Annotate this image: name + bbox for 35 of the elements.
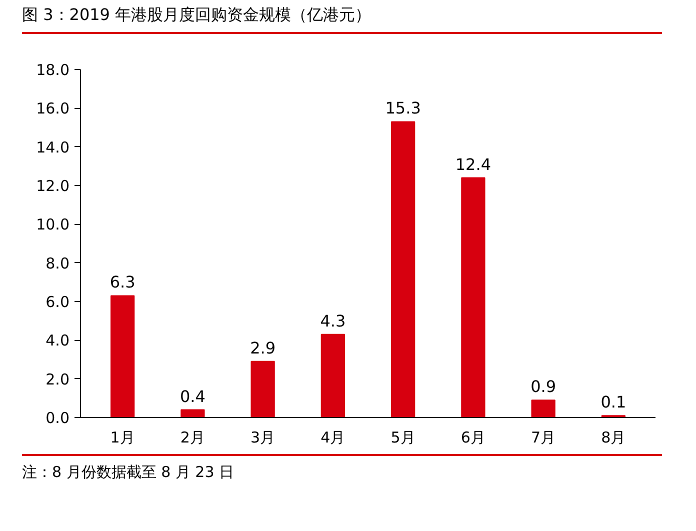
x-tick-label: 5月 — [390, 428, 416, 446]
x-tick-label: 4月 — [320, 428, 346, 446]
y-tick-label: 6.0 — [46, 293, 70, 311]
bar — [461, 177, 486, 418]
bar — [531, 400, 556, 418]
bar — [320, 334, 346, 418]
bar — [110, 295, 135, 418]
text: 注：8 月份数据截至 8 月 23 日 — [22, 462, 234, 483]
x-tick-label: 6月 — [460, 428, 486, 446]
data-label: 4.3 — [320, 311, 346, 330]
y-tick-label: 4.0 — [46, 332, 70, 350]
bar — [390, 121, 416, 418]
y-tick-label: 0.0 — [46, 409, 70, 427]
bar — [180, 409, 205, 418]
y-tick-label: 16.0 — [36, 100, 70, 118]
x-tick-label: 8月 — [601, 428, 626, 446]
data-label: 12.4 — [455, 154, 491, 174]
data-label: 2.9 — [250, 338, 276, 358]
x-tick-label: 7月 — [531, 428, 556, 446]
data-label: 0.4 — [180, 386, 206, 406]
x-tick-label: 2月 — [180, 428, 205, 446]
y-tick-label: 12.0 — [36, 177, 70, 195]
y-tick-label: 2.0 — [46, 370, 70, 388]
data-label: 6.3 — [110, 272, 136, 292]
y-tick-label: 14.0 — [36, 138, 70, 156]
y-tick-label: 18.0 — [36, 61, 70, 79]
x-tick-label: 1月 — [110, 428, 135, 446]
data-label: 15.3 — [385, 98, 421, 118]
y-tick-label: 8.0 — [46, 254, 70, 272]
x-tick-label: 3月 — [250, 428, 276, 446]
bar — [250, 360, 275, 418]
data-label: 0.9 — [530, 377, 556, 396]
data-label: 0.1 — [600, 392, 626, 412]
chart-title: 图 3：2019 年港股月度回购资金规模（亿港元） — [22, 4, 372, 26]
y-tick-label: 10.0 — [36, 216, 70, 234]
